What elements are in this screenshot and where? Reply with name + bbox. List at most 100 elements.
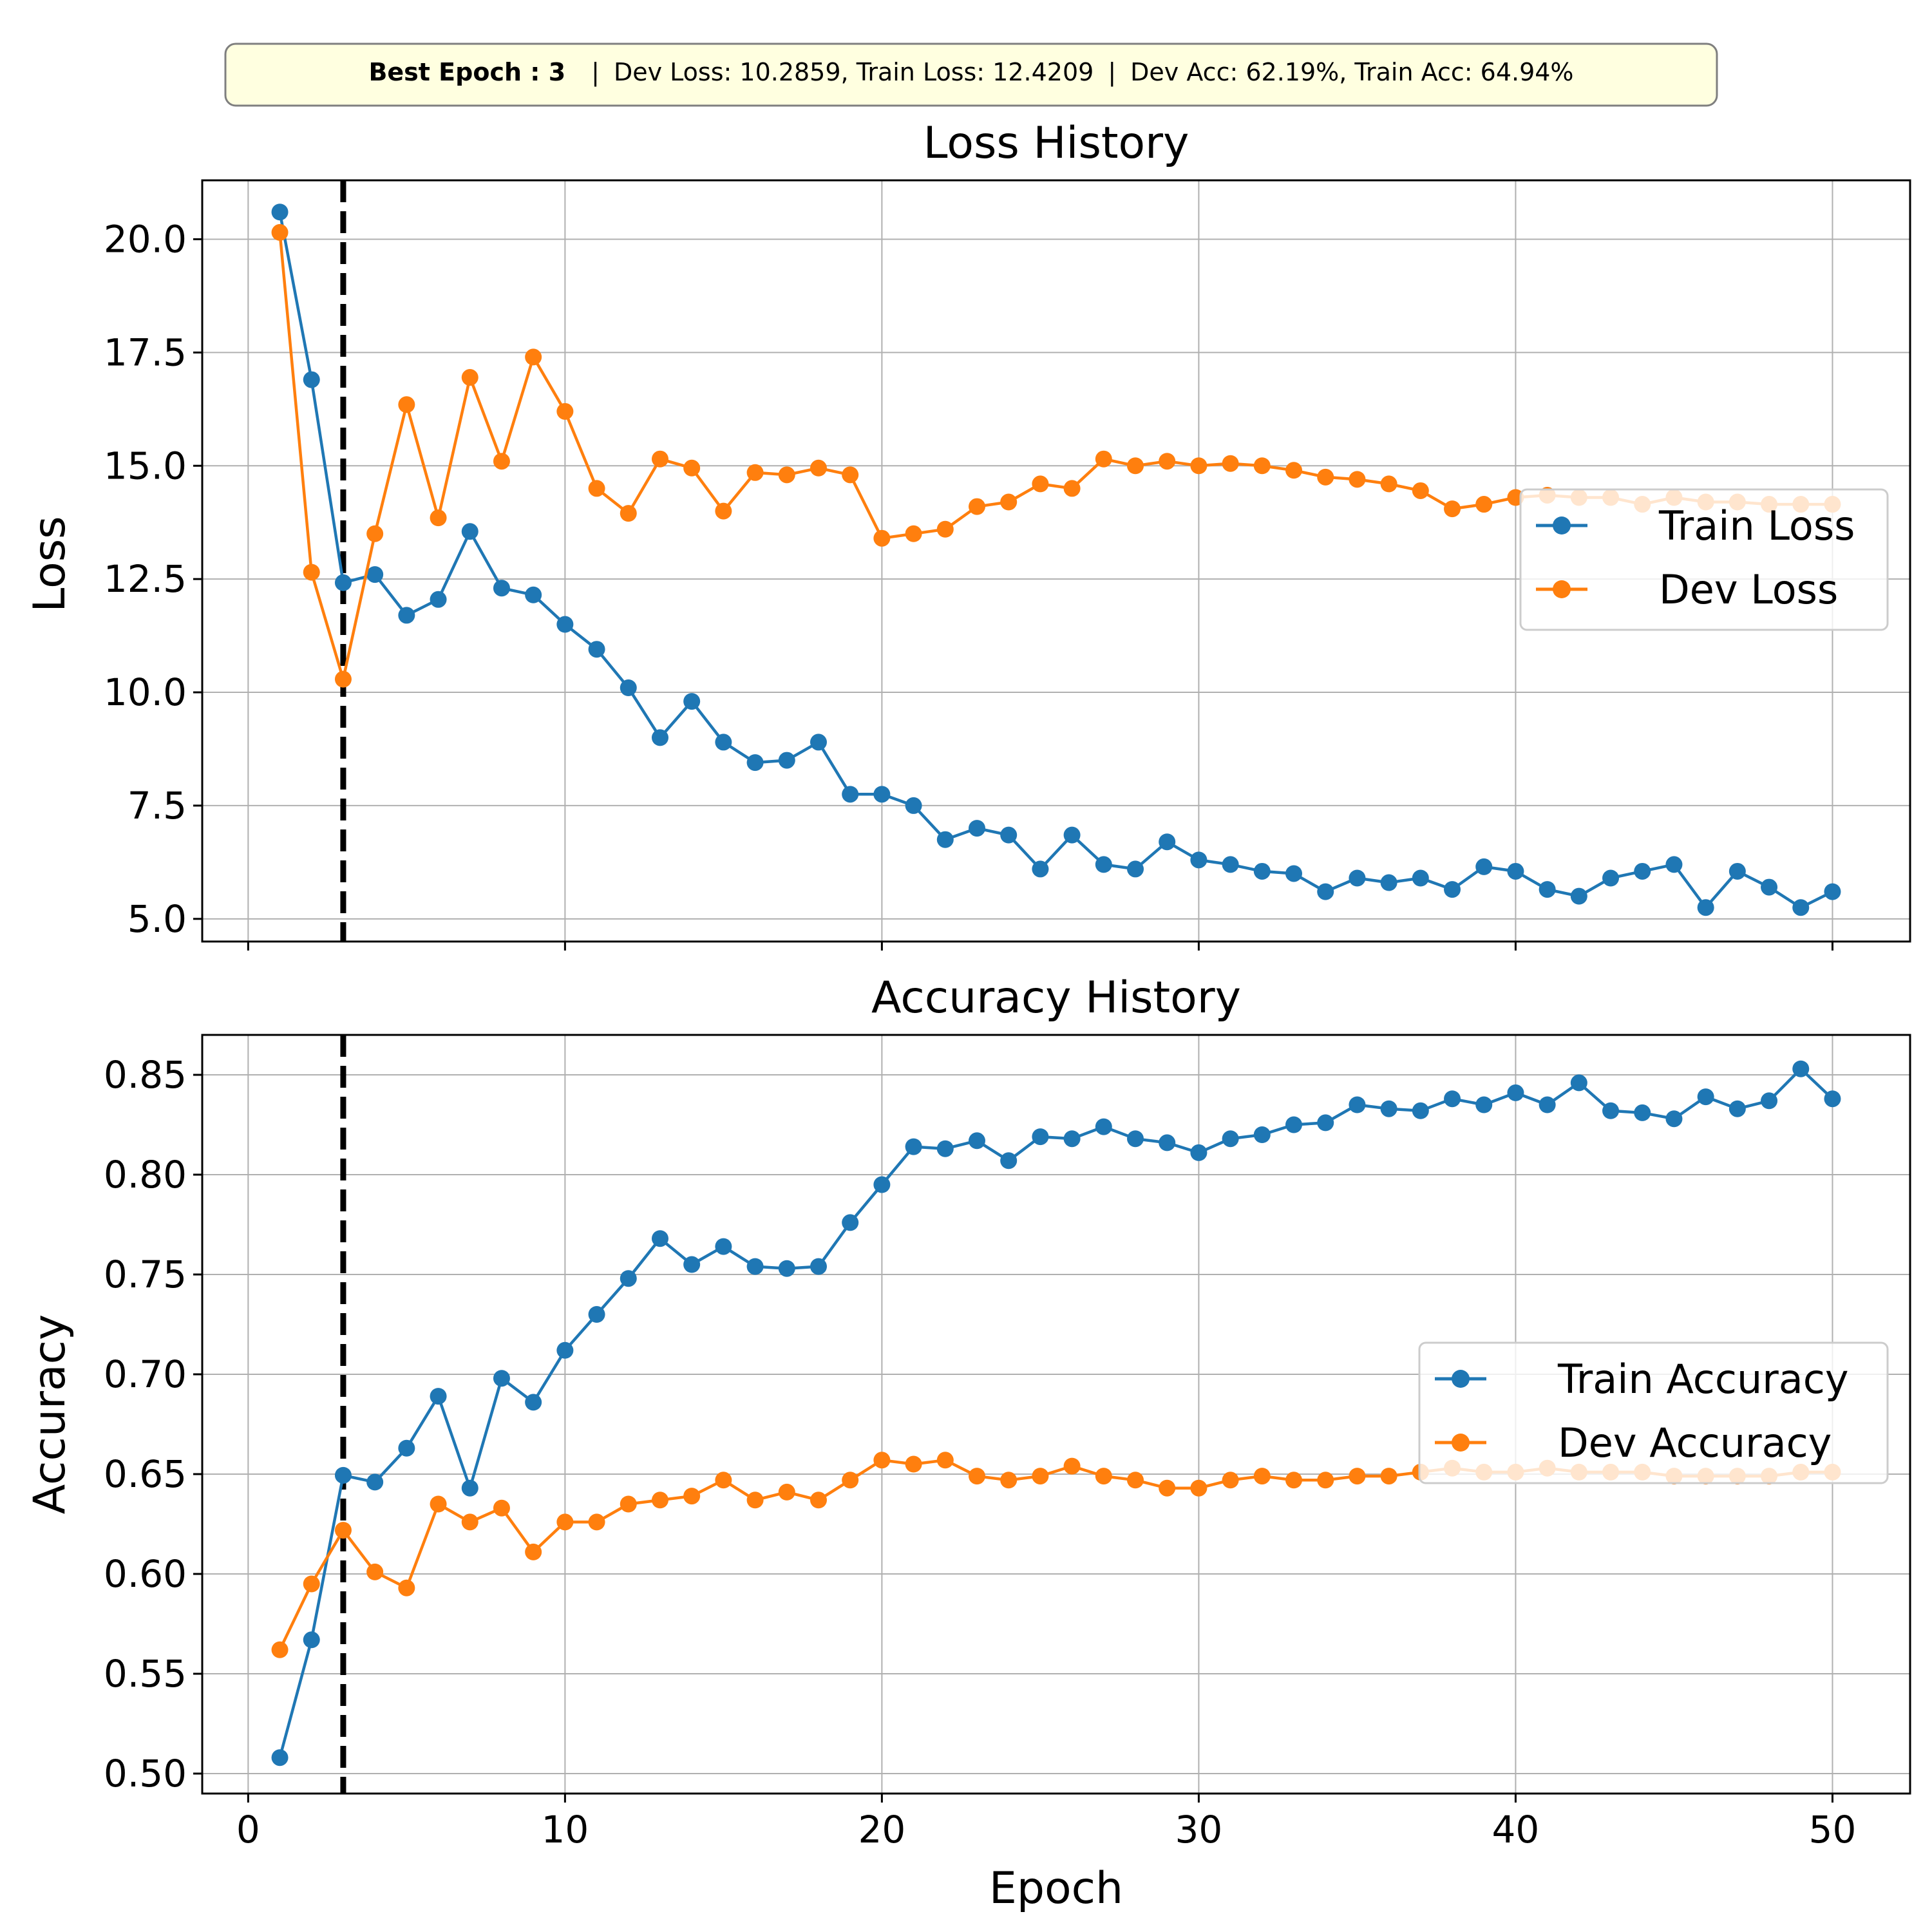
accuracy-y-tick-label: 0.70 bbox=[104, 1352, 187, 1396]
dev-loss-point bbox=[746, 464, 764, 481]
dev-loss-point bbox=[1253, 457, 1271, 475]
train-loss-point bbox=[588, 641, 605, 658]
train-loss-point bbox=[1475, 858, 1493, 875]
dev-accuracy-point bbox=[271, 1641, 289, 1658]
train-loss-point bbox=[1000, 826, 1018, 844]
train-loss-point bbox=[620, 679, 637, 696]
dev-loss-point bbox=[1222, 455, 1239, 472]
train-accuracy-point bbox=[1761, 1092, 1778, 1110]
train-accuracy-point bbox=[271, 1749, 289, 1766]
loss-gridlines bbox=[202, 180, 1910, 942]
accuracy-y-tick-label: 0.60 bbox=[104, 1552, 187, 1596]
train-accuracy-point bbox=[778, 1260, 795, 1277]
train-accuracy-point bbox=[746, 1258, 764, 1275]
train-loss-point bbox=[556, 616, 574, 633]
train-accuracy-point bbox=[1032, 1128, 1049, 1146]
dev-loss-point bbox=[1317, 468, 1334, 486]
dev-accuracy-point bbox=[968, 1468, 985, 1485]
dev-loss-point bbox=[1000, 493, 1018, 511]
train-accuracy-point bbox=[683, 1256, 701, 1273]
accuracy-x-tick-label: 50 bbox=[1809, 1808, 1857, 1852]
dev-accuracy-point bbox=[366, 1563, 384, 1580]
dev-accuracy-point bbox=[1253, 1468, 1271, 1485]
train-accuracy-point bbox=[398, 1439, 415, 1457]
train-loss-point bbox=[1380, 874, 1397, 891]
train-loss-point bbox=[1697, 899, 1714, 916]
dev-accuracy-point bbox=[398, 1579, 415, 1596]
train-accuracy-point bbox=[1570, 1074, 1587, 1092]
train-loss-point bbox=[1095, 856, 1112, 873]
train-accuracy-point bbox=[936, 1140, 954, 1157]
dev-loss-point bbox=[588, 480, 605, 497]
dev-loss-point bbox=[715, 502, 732, 520]
train-accuracy-point bbox=[1253, 1126, 1271, 1143]
train-accuracy-point bbox=[1665, 1110, 1683, 1128]
dev-loss-point bbox=[968, 498, 985, 515]
dev-loss-point bbox=[430, 509, 447, 527]
banner-colon: : bbox=[522, 58, 549, 86]
train-loss-point bbox=[1634, 862, 1651, 880]
train-accuracy-point bbox=[1127, 1130, 1144, 1148]
train-loss-point bbox=[1159, 833, 1176, 851]
dev-accuracy-point bbox=[430, 1495, 447, 1513]
accuracy-chart-title: Accuracy History bbox=[871, 972, 1241, 1023]
train-accuracy-point bbox=[525, 1394, 542, 1411]
accuracy-legend-dev-label: Dev Accuracy bbox=[1558, 1419, 1832, 1466]
train-loss-point bbox=[366, 566, 384, 583]
loss-legend-train-marker bbox=[1553, 516, 1571, 535]
banner-best-epoch: 3 bbox=[549, 58, 565, 86]
train-accuracy-point bbox=[493, 1370, 510, 1387]
dev-accuracy-point bbox=[461, 1513, 478, 1531]
dev-loss-point bbox=[842, 466, 859, 484]
dev-accuracy-point bbox=[936, 1452, 954, 1469]
train-accuracy-point bbox=[556, 1341, 574, 1359]
loss-y-tick-label: 17.5 bbox=[104, 330, 187, 374]
train-loss-point bbox=[1507, 862, 1524, 880]
dev-accuracy-point bbox=[778, 1483, 795, 1501]
dev-loss-point bbox=[1159, 453, 1176, 470]
train-loss-point bbox=[873, 786, 891, 803]
loss-plot-frame bbox=[201, 179, 1911, 943]
banner-text: Best Epoch : 3 | Dev Loss: 10.2859, Train … bbox=[368, 58, 1573, 87]
dev-loss-point bbox=[1095, 450, 1112, 468]
dev-accuracy-point bbox=[651, 1492, 668, 1509]
dev-accuracy-point bbox=[873, 1452, 891, 1469]
accuracy-y-axis-label: Accuracy bbox=[24, 1314, 75, 1514]
banner-best-label: Best Epoch bbox=[368, 58, 522, 86]
dev-loss-point bbox=[810, 459, 827, 477]
loss-y-tick-label: 7.5 bbox=[128, 784, 187, 828]
best-epoch-banner: Best Epoch : 3 | Dev Loss: 10.2859, Train … bbox=[224, 43, 1718, 107]
accuracy-x-tick-label: 0 bbox=[236, 1808, 260, 1852]
dev-accuracy-point bbox=[1380, 1468, 1397, 1485]
banner-accuracies: Dev Acc: 62.19%, Train Acc: 64.94% bbox=[1130, 58, 1573, 86]
dev-accuracy-point bbox=[746, 1492, 764, 1509]
dev-accuracy-point bbox=[1317, 1472, 1334, 1489]
accuracy-y-tick-label: 0.80 bbox=[104, 1153, 187, 1197]
dev-loss-point bbox=[1380, 475, 1397, 493]
accuracy-legend-train-label: Train Accuracy bbox=[1557, 1356, 1849, 1403]
train-loss-point bbox=[683, 693, 701, 710]
dev-loss-point bbox=[936, 520, 954, 538]
train-accuracy-point bbox=[1602, 1102, 1620, 1119]
train-accuracy-point bbox=[1824, 1090, 1841, 1108]
accuracy-x-tick-label: 30 bbox=[1175, 1808, 1223, 1852]
train-loss-point bbox=[398, 607, 415, 624]
train-accuracy-point bbox=[1792, 1060, 1810, 1077]
accuracy-ticks: 0 10 20 30 40 50 0.50 0.55 0.60 0.65 0.70 0.75 0.80 0… bbox=[104, 1053, 1857, 1852]
train-loss-point bbox=[1253, 862, 1271, 880]
dev-accuracy-point bbox=[1095, 1468, 1112, 1485]
loss-y-tick-label: 10.0 bbox=[104, 670, 187, 714]
dev-accuracy-point bbox=[1159, 1479, 1176, 1497]
dev-accuracy-point bbox=[1222, 1472, 1239, 1489]
train-loss-point bbox=[1761, 878, 1778, 896]
train-accuracy-point bbox=[1190, 1144, 1208, 1161]
train-accuracy-point bbox=[588, 1306, 605, 1323]
dev-loss-point bbox=[905, 525, 922, 542]
dev-loss-point bbox=[873, 529, 891, 547]
train-accuracy-point bbox=[1349, 1096, 1366, 1113]
banner-separator-1: | bbox=[591, 58, 600, 87]
train-accuracy-point bbox=[842, 1214, 859, 1231]
dev-loss-point bbox=[651, 450, 668, 468]
loss-legend-train-label: Train Loss bbox=[1658, 502, 1855, 549]
